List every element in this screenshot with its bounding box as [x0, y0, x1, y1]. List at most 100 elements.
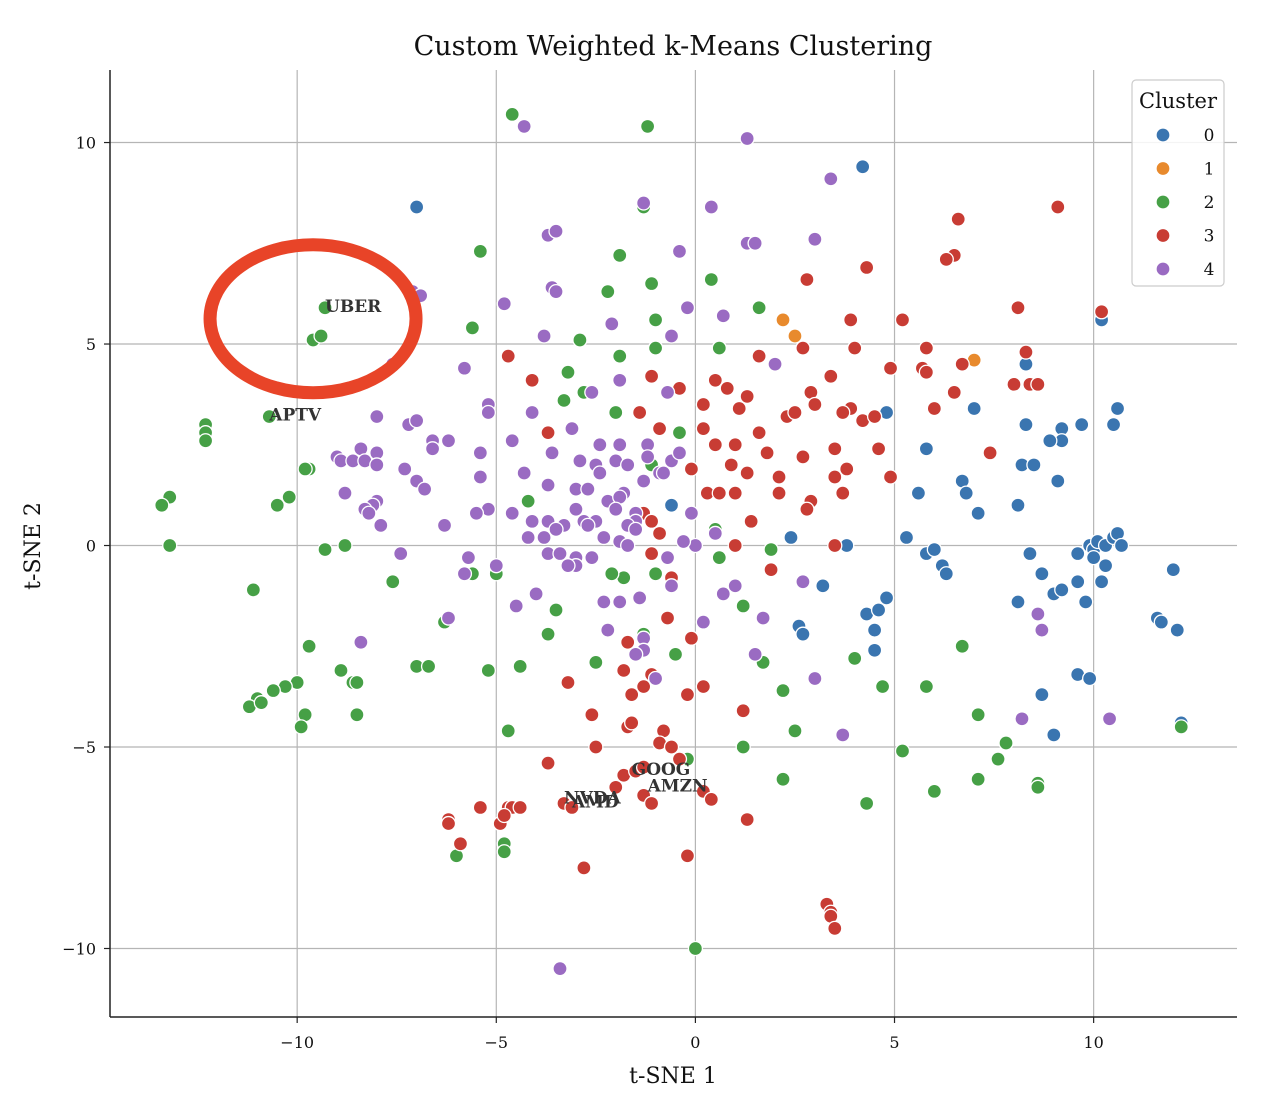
scatter-point-cluster-2	[572, 332, 588, 348]
scatter-point-cluster-2	[647, 566, 664, 582]
scatter-point-cluster-3	[671, 751, 688, 767]
scatter-point-cluster-4	[548, 521, 564, 538]
scatter-point-cluster-2	[520, 493, 536, 509]
scatter-point-cluster-3	[540, 425, 556, 441]
scatter-point-cluster-2	[548, 602, 564, 618]
scatter-point-cluster-4	[612, 372, 628, 388]
annotation-label: APTV	[268, 406, 322, 426]
scatter-point-cluster-2	[787, 723, 803, 739]
scatter-point-cluster-3	[827, 469, 843, 485]
scatter-point-cluster-3	[739, 811, 755, 828]
y-tick-label: 0	[86, 537, 96, 556]
scatter-point-cluster-2	[970, 707, 986, 723]
scatter-point-cluster-4	[620, 537, 636, 554]
scatter-point-cluster-3	[866, 408, 883, 425]
scatter-point-cluster-3	[679, 686, 696, 703]
scatter-point-cluster-3	[823, 368, 839, 384]
scatter-point-cluster-3	[620, 634, 636, 650]
scatter-point-cluster-3	[858, 259, 875, 276]
scatter-point-cluster-4	[584, 384, 600, 401]
scatter-point-cluster-0	[958, 485, 974, 501]
scatter-point-cluster-3	[707, 437, 723, 453]
scatter-point-cluster-3	[795, 340, 811, 356]
scatter-point-cluster-2	[1030, 779, 1046, 795]
scatter-point-cluster-0	[1093, 574, 1110, 590]
scatter-point-cluster-0	[870, 602, 887, 618]
scatter-point-cluster-3	[839, 461, 855, 477]
scatter-point-cluster-0	[1034, 566, 1050, 582]
scatter-point-cluster-2	[612, 348, 628, 364]
scatter-point-cluster-3	[616, 662, 632, 679]
scatter-point-cluster-3	[882, 469, 899, 485]
scatter-point-cluster-4	[353, 634, 369, 650]
scatter-point-cluster-3	[1010, 300, 1026, 316]
scatter-point-cluster-0	[1153, 614, 1169, 630]
scatter-point-cluster-3	[835, 404, 851, 421]
scatter-point-cluster-2	[480, 662, 496, 679]
scatter-point-cluster-2	[711, 340, 727, 356]
scatter-point-cluster-2	[604, 566, 620, 582]
scatter-point-cluster-4	[1030, 606, 1046, 622]
scatter-point-cluster-4	[628, 646, 644, 662]
scatter-point-cluster-3	[723, 457, 739, 473]
scatter-point-cluster-3	[946, 384, 962, 401]
scatter-point-cluster-4	[596, 594, 612, 610]
scatter-point-cluster-2	[671, 425, 688, 441]
scatter-point-cluster-2	[990, 751, 1006, 767]
scatter-point-cluster-4	[520, 529, 536, 546]
scatter-point-cluster-4	[548, 223, 564, 239]
scatter-point-cluster-2	[281, 489, 297, 505]
scatter-point-cluster-3	[643, 545, 660, 562]
scatter-point-cluster-2	[420, 658, 437, 675]
scatter-point-cluster-4	[580, 481, 596, 497]
scatter-point-cluster-3	[635, 759, 652, 775]
scatter-point-cluster-2	[639, 118, 656, 135]
scatter-points	[154, 106, 1189, 977]
legend: Cluster 0 1 2 3 4	[1131, 79, 1225, 287]
scatter-point-cluster-3	[695, 396, 712, 413]
scatter-point-cluster-4	[835, 727, 851, 743]
scatter-point-cluster-0	[1046, 727, 1062, 743]
scatter-point-cluster-4	[544, 445, 560, 461]
legend-label-cluster-0: 0	[1204, 126, 1215, 146]
scatter-point-cluster-3	[564, 799, 580, 816]
scatter-point-cluster-0	[1169, 622, 1185, 638]
scatter-point-cluster-3	[954, 356, 970, 372]
scatter-point-cluster-2	[735, 598, 751, 614]
scatter-point-cluster-0	[1070, 545, 1086, 562]
scatter-point-cluster-3	[635, 678, 652, 695]
scatter-point-cluster-4	[635, 195, 652, 211]
scatter-point-cluster-2	[313, 328, 329, 344]
scatter-point-cluster-0	[1085, 549, 1102, 566]
scatter-point-cluster-4	[659, 549, 676, 566]
scatter-point-cluster-4	[480, 404, 496, 421]
scatter-point-cluster-3	[787, 404, 803, 421]
scatter-point-cluster-0	[1105, 416, 1122, 433]
scatter-point-cluster-3	[512, 799, 528, 816]
scatter-point-cluster-3	[540, 755, 556, 771]
scatter-point-cluster-2	[926, 783, 942, 799]
scatter-point-cluster-4	[472, 445, 489, 461]
scatter-point-cluster-4	[472, 469, 489, 485]
scatter-point-cluster-2	[894, 743, 911, 759]
scatter-point-cluster-0	[878, 590, 895, 606]
scatter-point-cluster-4	[767, 356, 783, 372]
scatter-point-cluster-4	[552, 960, 568, 977]
scatter-point-cluster-3	[918, 340, 935, 356]
legend-label-cluster-2: 2	[1204, 193, 1215, 213]
scatter-point-cluster-0	[1165, 562, 1181, 578]
scatter-point-cluster-4	[635, 473, 652, 489]
scatter-point-cluster-3	[795, 449, 811, 465]
legend-label-cluster-1: 1	[1204, 160, 1215, 180]
scatter-point-cluster-3	[827, 537, 843, 554]
scatter-point-cluster-3	[496, 807, 512, 824]
scatter-point-cluster-4	[548, 283, 564, 300]
scatter-point-cluster-2	[500, 723, 516, 739]
scatter-point-cluster-4	[675, 533, 692, 550]
scatter-point-cluster-4	[456, 360, 473, 376]
scatter-point-cluster-3	[847, 340, 863, 356]
scatter-point-cluster-4	[795, 574, 811, 590]
x-tick-label: −10	[280, 1033, 314, 1052]
scatter-point-cluster-4	[747, 646, 763, 662]
